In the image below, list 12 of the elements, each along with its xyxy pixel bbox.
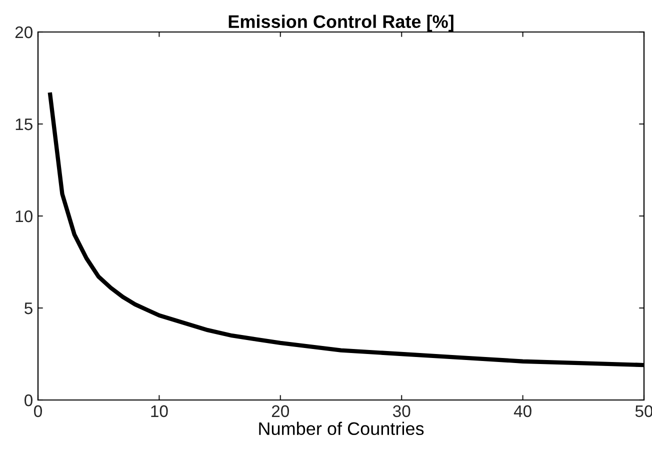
y-tick-label: 15 — [16, 118, 32, 130]
x-tick-label: 10 — [151, 405, 168, 418]
y-tick-label: 0 — [24, 394, 32, 406]
y-tick-label: 10 — [16, 210, 32, 222]
x-tick-label: 0 — [34, 405, 42, 418]
x-tick-label: 30 — [392, 405, 410, 418]
y-tick-label: 5 — [24, 302, 32, 314]
y-tick-label: 20 — [15, 26, 32, 38]
x-tick-label: 40 — [514, 405, 532, 418]
x-tick-label: 20 — [272, 405, 290, 418]
x-axis-title: Number of Countries — [259, 422, 424, 436]
chart-title: Emission Control Rate [%] — [228, 14, 454, 32]
